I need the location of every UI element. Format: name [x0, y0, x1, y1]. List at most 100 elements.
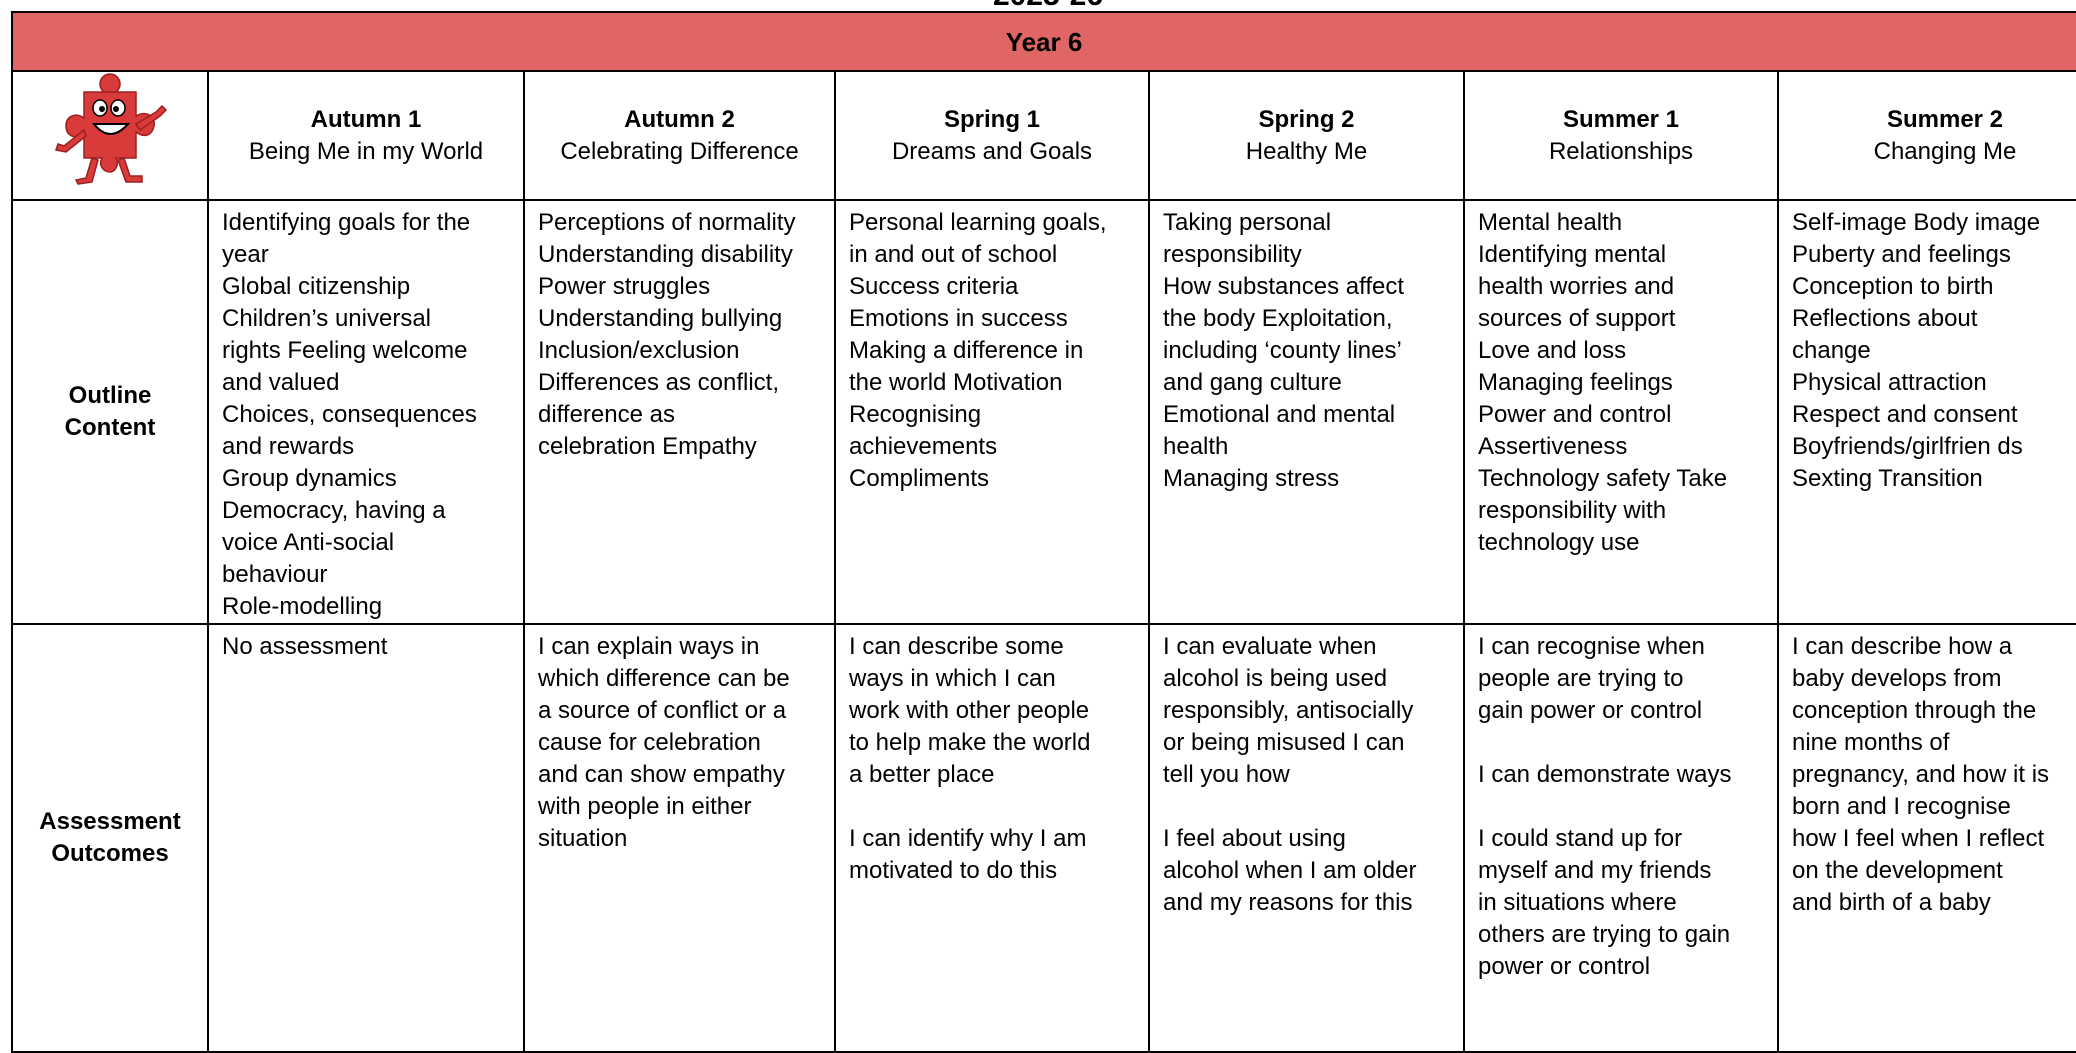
- paragraph: I could stand up for myself and my friend…: [1478, 823, 1769, 983]
- cell: Mental health Identifying mental health wo…: [1463, 199, 1779, 625]
- text-line: work with other people: [849, 697, 1090, 724]
- text-line: achievements: [849, 433, 998, 460]
- text-line: which difference can be: [538, 665, 790, 692]
- text-line: Making a difference in: [849, 337, 1084, 364]
- text-line: I could stand up for: [1478, 825, 1683, 852]
- text-line: in and out of school: [849, 241, 1058, 268]
- text-line: sources of support: [1478, 305, 1676, 332]
- paragraph: I can demonstrate ways: [1478, 759, 1769, 791]
- text-line: difference as: [538, 401, 675, 428]
- page: {"title": "2025-26", "table": { "heading…: [10, 0, 2076, 1053]
- row-label-line: Content: [64, 414, 156, 441]
- paragraph: I can explain ways in which difference ca…: [538, 631, 826, 855]
- term: Autumn 2: [624, 105, 735, 133]
- text-line: voice Anti-social: [222, 529, 395, 556]
- text-line: cause for celebration: [538, 729, 761, 756]
- text-line: Power struggles: [538, 273, 711, 300]
- term: Spring 1: [943, 105, 1040, 133]
- year-heading: Year 6: [10, 11, 2076, 72]
- cell: Personal learning goals, in and out of sc…: [834, 199, 1150, 625]
- column-header: Autumn 1 Being Me in my World: [207, 70, 525, 201]
- paragraph: Taking personal responsibility How substan…: [1163, 207, 1455, 495]
- text-line: born and I recognise: [1792, 793, 2011, 820]
- text-line: Assertiveness: [1478, 433, 1628, 460]
- text-line: including ‘county lines’: [1163, 337, 1402, 364]
- cell: Identifying goals for the year Global citi…: [207, 199, 525, 625]
- text-line: Technology safety Take: [1478, 465, 1728, 492]
- text-line: rights Feeling welcome: [222, 337, 468, 364]
- text-line: and birth of a baby: [1792, 889, 1991, 916]
- table-row: Assessment Outcomes No assessment I can exp…: [11, 623, 2076, 1053]
- text-line: how I feel when I reflect: [1792, 825, 2045, 852]
- text-line: myself and my friends: [1478, 857, 1712, 884]
- text-line: people are trying to: [1478, 665, 1684, 692]
- theme: Being Me in my World: [248, 137, 484, 165]
- paragraph: Perceptions of normality Understanding di…: [538, 207, 826, 463]
- text-line: year: [222, 241, 269, 268]
- text-line: I can describe how a: [1792, 633, 2013, 660]
- text-line: Role-modelling: [222, 593, 383, 620]
- text-line: a source of conflict or a: [538, 697, 787, 724]
- column-header: Summer 2 Changing Me: [1776, 70, 2076, 201]
- cell: I can describe how a baby develops from co…: [1776, 623, 2076, 1053]
- overview-table: Year 6 Autumn 1 Being Me in my World Autum…: [10, 11, 2076, 1053]
- text-line: conception through the: [1792, 697, 2037, 724]
- text-line: power or control: [1478, 953, 1651, 980]
- text-line: Boyfriends/girlfrien ds: [1792, 433, 2023, 460]
- text-line: Global citizenship: [222, 273, 411, 300]
- text-line: with people in either: [538, 793, 752, 820]
- text-line: I feel about using: [1163, 825, 1346, 852]
- text-line: I can recognise when: [1478, 633, 1705, 660]
- text-line: Conception to birth: [1792, 273, 1994, 300]
- text-line: alcohol when I am older: [1163, 857, 1417, 884]
- row-label: Assessment Outcomes: [11, 623, 209, 1053]
- text-line: and my reasons for this: [1163, 889, 1413, 916]
- text-line: Understanding bullying: [538, 305, 783, 332]
- cell: I can evaluate when alcohol is being used…: [1148, 623, 1465, 1053]
- theme: Changing Me: [1873, 137, 2017, 165]
- paragraph: I can recognise when people are trying to…: [1478, 631, 1769, 727]
- text-line: Democracy, having a: [222, 497, 446, 524]
- text-line: Compliments: [849, 465, 990, 492]
- text-line: and gang culture: [1163, 369, 1342, 396]
- text-line: Managing stress: [1163, 465, 1340, 492]
- row-label: Outline Content: [11, 199, 209, 625]
- text-line: Identifying goals for the: [222, 209, 471, 236]
- paragraph: No assessment: [222, 631, 515, 663]
- cell: I can recognise when people are trying to…: [1463, 623, 1779, 1053]
- paragraph: Self-image Body image Puberty and feeling…: [1792, 207, 2076, 495]
- theme: Celebrating Difference: [560, 137, 799, 165]
- text-line: Emotions in success: [849, 305, 1068, 332]
- paragraph: I can evaluate when alcohol is being used…: [1163, 631, 1455, 791]
- text-line: baby develops from: [1792, 665, 2002, 692]
- text-line: Choices, consequences: [222, 401, 477, 428]
- text-line: Group dynamics: [222, 465, 397, 492]
- cell: Self-image Body image Puberty and feeling…: [1776, 199, 2076, 625]
- text-line: Emotional and mental: [1163, 401, 1396, 428]
- text-line: Puberty and feelings: [1792, 241, 2011, 268]
- text-line: Self-image Body image: [1792, 209, 2041, 236]
- text-line: Success criteria: [849, 273, 1019, 300]
- puzzle-mascot: [55, 73, 168, 185]
- cell: Taking personal responsibility How substan…: [1148, 199, 1465, 625]
- term: Spring 2: [1258, 105, 1355, 133]
- column-header: Summer 1 Relationships: [1463, 70, 1779, 201]
- text-line: technology use: [1478, 529, 1640, 556]
- text-line: and valued: [222, 369, 340, 396]
- text-line: I can demonstrate ways: [1478, 761, 1732, 788]
- text-line: I can describe some: [849, 633, 1064, 660]
- text-line: others are trying to gain: [1478, 921, 1731, 948]
- column-header: Spring 2 Healthy Me: [1148, 70, 1465, 201]
- text-line: the body Exploitation,: [1163, 305, 1393, 332]
- text-line: Power and control: [1478, 401, 1672, 428]
- theme: Dreams and Goals: [891, 137, 1093, 165]
- text-line: tell you how: [1163, 761, 1290, 788]
- paragraph: I can describe some ways in which I can wo…: [849, 631, 1140, 791]
- text-line: I can explain ways in: [538, 633, 760, 660]
- text-line: responsibly, antisocially: [1163, 697, 1414, 724]
- paragraph: I can identify why I am motivated to do t…: [849, 823, 1140, 887]
- text-line: responsibility: [1163, 241, 1302, 268]
- cell: I can explain ways in which difference ca…: [523, 623, 836, 1053]
- text-line: responsibility with: [1478, 497, 1667, 524]
- text-line: health: [1163, 433, 1229, 460]
